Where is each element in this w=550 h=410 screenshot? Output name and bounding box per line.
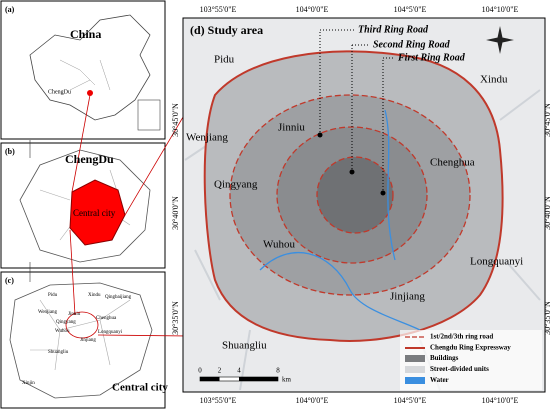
longitude-label: 104°0'0"E bbox=[296, 5, 329, 14]
city-label: ChengDu bbox=[48, 89, 71, 95]
ring-markers bbox=[317, 132, 386, 196]
longitude-label: 104°0'0"E bbox=[296, 396, 329, 405]
panel-tag: (a) bbox=[5, 5, 15, 14]
district-label: Xindu bbox=[480, 74, 508, 86]
district-label: Jinniu bbox=[68, 312, 81, 317]
district-lines bbox=[30, 299, 131, 371]
district-label: Qingbaijiang bbox=[105, 295, 132, 300]
province-lines bbox=[59, 59, 111, 91]
country-label: China bbox=[70, 27, 101, 41]
legend-swatch bbox=[405, 355, 425, 362]
longitude-label: 104°10'0"E bbox=[482, 396, 519, 405]
scale-tick: 8 bbox=[276, 367, 280, 375]
north-arrow bbox=[486, 26, 514, 54]
panel-tag: (c) bbox=[5, 276, 14, 285]
district-label: Jinjiang bbox=[390, 291, 425, 303]
district-label: Wuhou bbox=[263, 239, 295, 251]
longitude-label: 104°10'0"E bbox=[482, 5, 519, 14]
district-label: Qingyang bbox=[56, 320, 76, 325]
latitude-label: 30°40'0"N bbox=[171, 196, 180, 230]
scale-unit: km bbox=[282, 376, 292, 384]
district-label: Shuangliu bbox=[222, 340, 267, 352]
district-label: Jinniu bbox=[278, 122, 305, 134]
district-label: Longquanyi bbox=[470, 256, 523, 268]
latitude-label: 30°40'0"N bbox=[543, 196, 550, 230]
district-label: Pidu bbox=[48, 293, 58, 298]
ring-label: Third Ring Road bbox=[358, 24, 429, 35]
map-title: (d) Study area bbox=[190, 23, 263, 37]
ring-label: Second Ring Road bbox=[373, 39, 451, 50]
latitude-label: 30°35'0"N bbox=[543, 301, 550, 335]
district-label: Pidu bbox=[214, 54, 235, 66]
longitude-label: 103°55'0"E bbox=[200, 396, 237, 405]
region-label: Central city bbox=[73, 208, 116, 218]
city-outline bbox=[9, 282, 153, 399]
scale-tick: 4 bbox=[237, 367, 241, 375]
district-label: Wuhou bbox=[55, 329, 70, 334]
county-lines bbox=[39, 169, 131, 241]
longitude-label: 104°5'0"E bbox=[394, 396, 427, 405]
panel-tag: (b) bbox=[5, 147, 15, 156]
district-label: Wenjiang bbox=[186, 132, 228, 144]
district-label: Chenghua bbox=[96, 316, 117, 321]
central-city-area bbox=[69, 179, 126, 246]
legend-swatch bbox=[405, 366, 425, 373]
district-label: Wenjiang bbox=[38, 310, 58, 315]
ring-leaders bbox=[319, 29, 395, 193]
latitude-label: 30°45'0"N bbox=[543, 103, 550, 137]
china-outline bbox=[29, 14, 151, 121]
first-ring bbox=[316, 156, 394, 234]
district-label: Longquanyi bbox=[98, 330, 123, 335]
chengdu-dot bbox=[87, 90, 93, 96]
district-label: Jinjiang bbox=[80, 338, 96, 343]
legend-swatch bbox=[405, 377, 425, 384]
ring-label: First Ring Road bbox=[397, 52, 466, 63]
legend-label: Water bbox=[430, 376, 449, 384]
roads bbox=[184, 89, 541, 391]
scale-bar-segment bbox=[239, 377, 278, 381]
legend-label: 1st/2nd/3th ring road bbox=[430, 333, 493, 341]
legend-label: Chengdu Ring Expressway bbox=[430, 344, 511, 352]
longitude-label: 103°55'0"E bbox=[200, 5, 237, 14]
scale-tick: 2 bbox=[218, 367, 222, 375]
district-label: Shuangliu bbox=[48, 350, 69, 355]
scale-bar-segment bbox=[200, 377, 220, 381]
legend-label: Buildings bbox=[430, 354, 459, 362]
longitude-label: 104°5'0"E bbox=[394, 5, 427, 14]
water bbox=[259, 109, 421, 331]
panel-title: ChengDu bbox=[65, 152, 114, 166]
latitude-label: 30°35'0"N bbox=[171, 301, 180, 335]
central-ring bbox=[65, 311, 99, 339]
panel-title: Central city bbox=[112, 382, 168, 394]
inset-box bbox=[137, 99, 161, 131]
district-label: Chenghua bbox=[430, 157, 475, 169]
district-label: Qingyang bbox=[214, 179, 258, 191]
latitude-label: 30°45'0"N bbox=[171, 103, 180, 137]
scale-tick: 0 bbox=[198, 367, 202, 375]
legend-label: Street-divided units bbox=[430, 365, 489, 373]
district-label: Xinjin bbox=[22, 381, 35, 386]
district-label: Xindu bbox=[88, 293, 101, 298]
